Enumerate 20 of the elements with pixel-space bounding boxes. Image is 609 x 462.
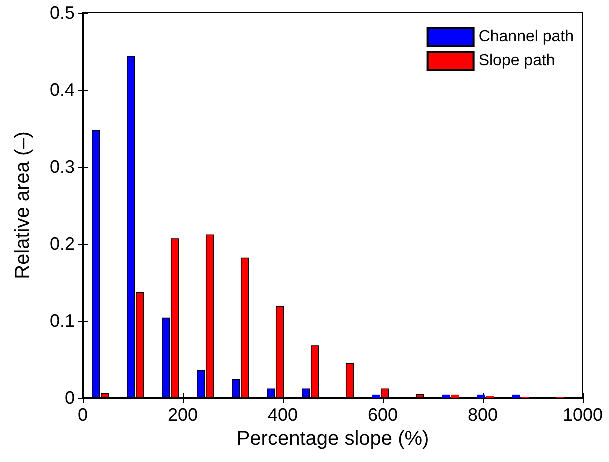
bar [450, 394, 459, 398]
legend-label: Slope path [478, 52, 556, 70]
x-tick-label: 400 [268, 405, 298, 425]
y-tick-label: 0.1 [50, 311, 75, 331]
y-tick-label: 0.2 [50, 234, 75, 254]
y-tick-label: 0.5 [50, 3, 75, 23]
bar [442, 394, 450, 398]
x-axis-title: Percentage slope (%) [236, 428, 430, 450]
x-tick-label: 800 [468, 405, 498, 425]
x-tick-label: 600 [368, 405, 398, 425]
bar [512, 394, 520, 398]
x-tick-label: 0 [78, 405, 88, 425]
y-axis-title: Relative area (–) [12, 132, 34, 280]
y-tick-label: 0 [64, 388, 75, 408]
x-tick-label: 1000 [562, 405, 604, 425]
legend-label: Channel path [478, 28, 574, 46]
bar [372, 394, 380, 398]
x-tick-label: 200 [168, 405, 198, 425]
y-tick-label: 0.3 [50, 157, 75, 177]
y-tick-label: 0.4 [50, 80, 75, 100]
